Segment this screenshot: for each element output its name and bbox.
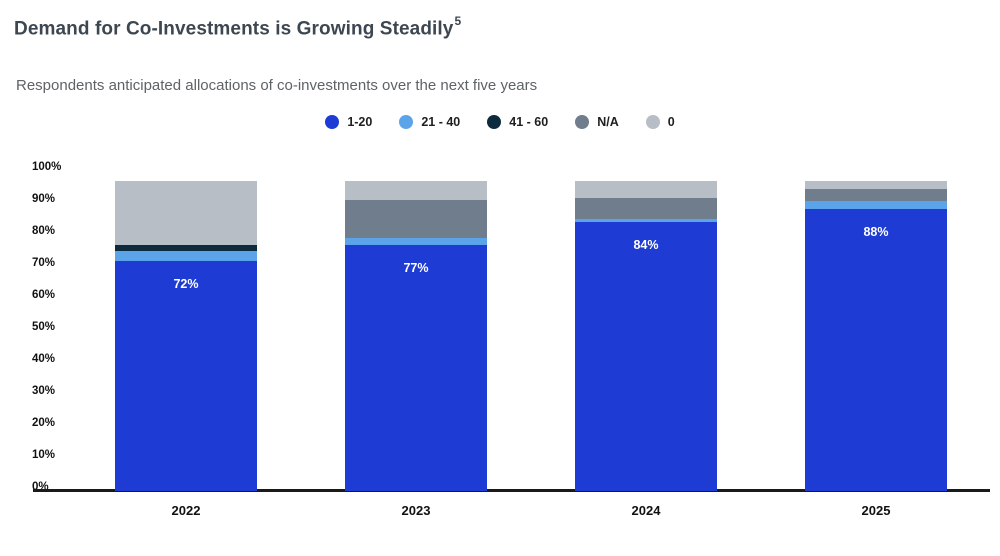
y-axis-tick-label: 60%: [32, 289, 56, 301]
legend-label: 0: [667, 115, 675, 129]
y-axis-tick-label: 70%: [32, 257, 56, 269]
x-axis-label: 2025: [861, 503, 891, 518]
bar-segment-0: [345, 180, 487, 200]
bar-segment-0: [115, 180, 257, 245]
page-title: Demand for Co-Investments is Growing Ste…: [14, 14, 462, 40]
legend-label: N/A: [597, 115, 619, 129]
y-axis-tick-label: 40%: [32, 353, 56, 365]
bar-segment-0: [805, 180, 947, 189]
page-subtitle: Respondents anticipated allocations of c…: [16, 77, 538, 94]
legend-dot-icon: [325, 115, 340, 129]
x-axis-label: 2024: [631, 503, 661, 518]
bar-segment-1-20: 88%: [805, 209, 947, 491]
bar-segment-41-60: [115, 244, 257, 252]
legend-item-41-60: 41 - 60: [487, 115, 548, 129]
x-axis-line: [33, 489, 990, 492]
bar-segment-N/A: [345, 199, 487, 239]
stacked-bar-2023: 77%: [345, 180, 487, 491]
bar-segment-N/A: [805, 188, 947, 202]
legend-item-N/A: N/A: [575, 115, 619, 129]
bar-segment-21-40: [115, 251, 257, 261]
y-axis-tick-label: 80%: [32, 225, 56, 237]
bar-segment-1-20: 84%: [575, 222, 717, 491]
legend-dot-icon: [399, 115, 414, 129]
y-axis-tick-label: 50%: [32, 321, 56, 333]
bar-segment-N/A: [575, 198, 717, 220]
legend-dot-icon: [575, 115, 590, 129]
y-axis-tick-label: 90%: [32, 193, 56, 205]
title-footnote-superscript: 5: [454, 14, 462, 28]
bar-segment-1-20: 77%: [345, 244, 487, 491]
legend-label: 1-20: [347, 115, 373, 129]
legend-item-21-40: 21 - 40: [399, 115, 460, 129]
y-axis-tick-label: 100%: [32, 161, 62, 173]
legend-label: 21 - 40: [421, 115, 461, 129]
legend: 1-20 21 - 40 41 - 60 N/A 0: [0, 115, 1000, 129]
legend-dot-icon: [487, 115, 502, 129]
stacked-bar-2025: 88%: [805, 180, 947, 491]
x-axis-label: 2023: [401, 503, 431, 518]
bar-value-label: 72%: [173, 276, 199, 291]
bar-value-label: 77%: [403, 260, 429, 275]
y-axis-tick-label: 30%: [32, 385, 56, 397]
bar-segment-1-20: 72%: [115, 260, 257, 491]
bar-segment-21-40: [575, 219, 717, 223]
bar-segment-0: [575, 180, 717, 199]
legend-dot-icon: [645, 115, 660, 129]
x-axis-label: 2022: [171, 503, 201, 518]
legend-item-1-20: 1-20: [325, 115, 372, 129]
y-axis-tick-label: 10%: [32, 449, 56, 461]
bar-value-label: 88%: [863, 225, 889, 240]
legend-item-0: 0: [645, 115, 675, 129]
legend-label: 41 - 60: [509, 115, 549, 129]
page-title-text: Demand for Co-Investments is Growing Ste…: [14, 18, 454, 40]
y-axis-tick-label: 20%: [32, 417, 56, 429]
bar-value-label: 84%: [633, 238, 659, 253]
bar-segment-21-40: [805, 201, 947, 210]
stacked-bar-2022: 72%: [115, 180, 257, 491]
stacked-bar-2024: 84%: [575, 180, 717, 491]
bar-segment-21-40: [345, 238, 487, 245]
